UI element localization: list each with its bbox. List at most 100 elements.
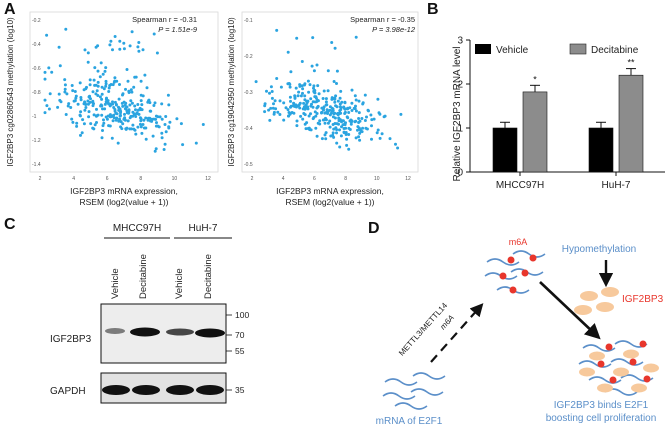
- binding-arrow: [539, 281, 601, 340]
- scatter-point: [92, 78, 96, 82]
- scatter-right-frame: [241, 11, 419, 173]
- scatter-point: [142, 126, 146, 130]
- scatter-point: [313, 110, 317, 114]
- scatter-point: [302, 101, 306, 105]
- scatter-point: [326, 112, 329, 115]
- scatter-point: [122, 41, 126, 45]
- scatter-point: [315, 63, 319, 67]
- scatter-point: [58, 64, 62, 68]
- scatter-point: [293, 96, 297, 100]
- scatter-point: [163, 123, 167, 126]
- scatter-point: [194, 141, 198, 145]
- scatter-point: [162, 148, 166, 151]
- scatter-right-stat-p: P = 3.98e-12: [372, 25, 416, 34]
- scatter-point: [121, 104, 125, 108]
- scatter-point: [356, 128, 359, 132]
- scatter-point: [124, 106, 128, 110]
- scatter-point: [335, 131, 338, 135]
- scatter-point: [303, 113, 307, 117]
- scatter-point: [148, 109, 152, 113]
- scatter-point: [394, 142, 397, 146]
- scatter-point: [112, 116, 116, 120]
- scatter-point: [111, 48, 114, 52]
- lane-label-1: Vehicle: [110, 268, 121, 299]
- scatter-point: [160, 102, 164, 106]
- legend-label-vehicle: Vehicle: [496, 45, 529, 56]
- scatter-point: [338, 128, 341, 132]
- scatter-point: [70, 117, 74, 121]
- scatter-point: [314, 126, 318, 130]
- e2f1-mrna-label: mRNA of E2F1: [376, 416, 443, 427]
- scatter-point: [80, 131, 84, 135]
- scatter-point: [324, 97, 328, 101]
- scatter-right-stat-r: Spearman r = -0.35: [350, 15, 415, 24]
- scatter-point: [73, 99, 77, 103]
- scatter-point: [340, 120, 343, 124]
- scatter-left-xlabel-2: RSEM (log2(value + 1)): [79, 197, 168, 207]
- scatter-point: [126, 79, 130, 83]
- scatter-point: [361, 101, 365, 105]
- scatter-point: [372, 117, 376, 121]
- scatter-point: [383, 114, 387, 118]
- scatter-point: [108, 113, 112, 117]
- scatter-point: [129, 99, 133, 103]
- scatter-point: [345, 143, 349, 147]
- scatter-point: [112, 106, 116, 109]
- scatter-point: [43, 70, 47, 74]
- scatter-point: [332, 127, 336, 131]
- scatter-point: [273, 99, 277, 103]
- scatter-point: [158, 115, 162, 119]
- bar-decitabine-1: [618, 74, 644, 173]
- scatter-point: [312, 84, 316, 88]
- scatter-point: [292, 111, 296, 115]
- scatter-point: [102, 87, 106, 91]
- scatter-point: [135, 112, 139, 116]
- result-label-2: boosting cell proliferation: [546, 413, 657, 424]
- panel-d-figure: m6A Hypomethylation IGF2BP3 METTL3/METTL…: [376, 237, 664, 427]
- scatter-point: [167, 126, 171, 130]
- scatter-point: [278, 113, 282, 116]
- scatter-point: [363, 119, 367, 122]
- scatter-point: [369, 113, 373, 117]
- scatter-point: [293, 94, 297, 98]
- scatter-point: [361, 126, 365, 130]
- scatter-point: [155, 51, 159, 55]
- scatter-point: [100, 85, 104, 89]
- band-igf2bp3-lane4: [195, 328, 225, 338]
- scatter-point: [100, 113, 104, 117]
- scatter-point: [270, 96, 274, 100]
- scatter-point: [69, 106, 73, 109]
- scatter-point: [254, 80, 258, 84]
- scatter-point: [96, 94, 100, 97]
- scatter-point: [378, 112, 382, 116]
- scatter-point: [267, 108, 271, 112]
- scatter-point: [139, 117, 143, 121]
- scatter-point: [156, 115, 160, 119]
- scatter-point: [263, 110, 267, 114]
- scatter-point: [43, 77, 47, 81]
- scatter-point: [295, 36, 299, 40]
- scatter-point: [338, 105, 342, 109]
- scatter-point: [86, 60, 90, 64]
- scatter-point: [150, 119, 154, 123]
- scatter-point: [348, 128, 352, 131]
- scatter-point: [312, 69, 316, 73]
- scatter-point: [349, 120, 353, 124]
- scatter-point: [101, 124, 105, 128]
- scatter-point: [342, 105, 346, 109]
- scatter-point: [301, 91, 304, 95]
- scatter-point: [357, 111, 361, 115]
- marker-label-55: 55: [235, 346, 245, 356]
- marker-label-35: 35: [235, 385, 245, 395]
- scatter-point: [337, 122, 340, 126]
- scatter-point: [103, 107, 107, 111]
- panel-label-b: B: [427, 1, 439, 18]
- scatter-point: [316, 121, 320, 125]
- scatter-point: [269, 85, 273, 89]
- scatter-point: [103, 102, 107, 106]
- scatter-point: [144, 137, 148, 141]
- scatter-point: [344, 126, 348, 130]
- scatter-point: [119, 125, 123, 129]
- scatter-point: [286, 108, 290, 112]
- scatter-point: [100, 136, 104, 140]
